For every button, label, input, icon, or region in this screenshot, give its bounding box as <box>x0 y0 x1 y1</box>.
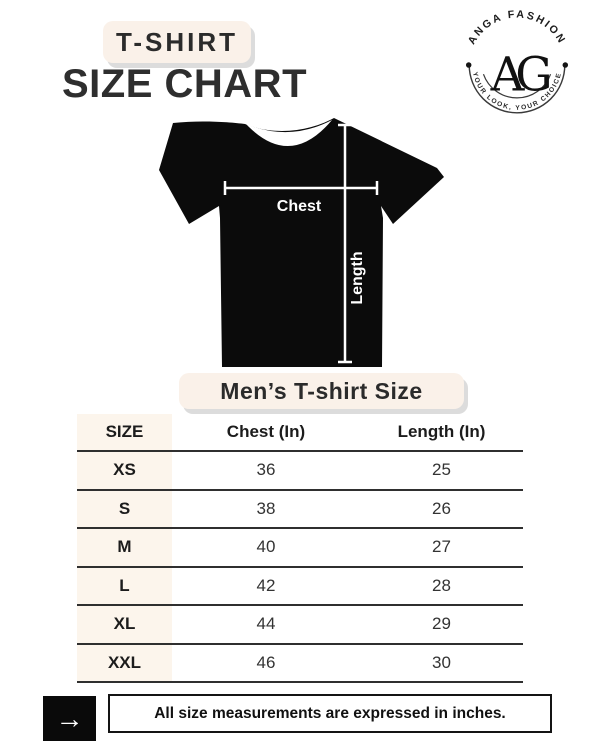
page-title: SIZE CHART <box>62 62 307 106</box>
table-row: M 40 27 <box>77 528 523 568</box>
row-length-cell: 27 <box>360 528 523 568</box>
footer-note-box: All size measurements are expressed in i… <box>108 694 552 733</box>
length-measure-line <box>338 123 352 364</box>
logo-outer-ring <box>468 65 566 114</box>
header-chest: Chest (In) <box>172 414 360 452</box>
table-row: XL 44 29 <box>77 605 523 645</box>
table-row: L 42 28 <box>77 566 523 606</box>
row-size-cell: XS <box>77 451 172 491</box>
row-size-cell: XXL <box>77 643 172 683</box>
row-length-cell: 26 <box>360 489 523 529</box>
brand-logo: ANGA FASHION AG YOUR LOOK, YOUR CHOICE <box>456 2 578 124</box>
length-label: Length <box>349 251 366 304</box>
row-length-cell: 28 <box>360 566 523 606</box>
row-size-cell: L <box>77 566 172 606</box>
table-title-badge: Men’s T-shirt Size <box>179 373 464 409</box>
tshirt-collar <box>246 120 332 147</box>
row-length-cell: 30 <box>360 643 523 683</box>
logo-right-dot <box>562 62 569 68</box>
row-chest-cell: 36 <box>172 451 360 491</box>
row-chest-cell: 38 <box>172 489 360 529</box>
row-chest-cell: 44 <box>172 605 360 645</box>
logo-inner-ring <box>482 73 552 99</box>
row-chest-cell: 40 <box>172 528 360 568</box>
row-chest-cell: 42 <box>172 566 360 606</box>
size-table-header-row: SIZE Chest (In) Length (In) <box>77 414 523 452</box>
chest-measure-line <box>223 181 379 195</box>
row-size-cell: S <box>77 489 172 529</box>
table-row: XXL 46 30 <box>77 643 523 683</box>
header-size: SIZE <box>77 414 172 452</box>
logo-brand-text: ANGA FASHION <box>466 8 569 46</box>
tshirt-badge-label: T-SHIRT <box>115 26 239 57</box>
footer-arrow-box: → <box>43 696 96 741</box>
tshirt-badge: T-SHIRT <box>103 21 251 63</box>
tshirt-silhouette <box>159 118 444 367</box>
logo-left-dot <box>465 62 472 68</box>
chest-label: Chest <box>277 198 322 215</box>
table-row: XS 36 25 <box>77 451 523 491</box>
table-row: S 38 26 <box>77 489 523 529</box>
tshirt-icon: Chest Length <box>159 118 444 367</box>
size-table-body: XS 36 25 S 38 26 M 40 27 L 42 28 XL 44 2… <box>77 451 523 683</box>
row-length-cell: 25 <box>360 451 523 491</box>
row-length-cell: 29 <box>360 605 523 645</box>
header-length: Length (In) <box>360 414 523 452</box>
row-size-cell: M <box>77 528 172 568</box>
arrow-right-icon: → <box>55 702 84 734</box>
footer-note-text: All size measurements are expressed in i… <box>154 704 506 722</box>
tshirt-diagram: Chest Length <box>140 110 460 380</box>
logo-monogram: AG <box>490 48 550 102</box>
row-size-cell: XL <box>77 605 172 645</box>
size-table: SIZE Chest (In) Length (In) XS 36 25 S 3… <box>77 414 523 683</box>
brand-logo-icon: ANGA FASHION AG YOUR LOOK, YOUR CHOICE <box>465 8 569 114</box>
table-title-label: Men’s T-shirt Size <box>220 377 423 404</box>
row-chest-cell: 46 <box>172 643 360 683</box>
